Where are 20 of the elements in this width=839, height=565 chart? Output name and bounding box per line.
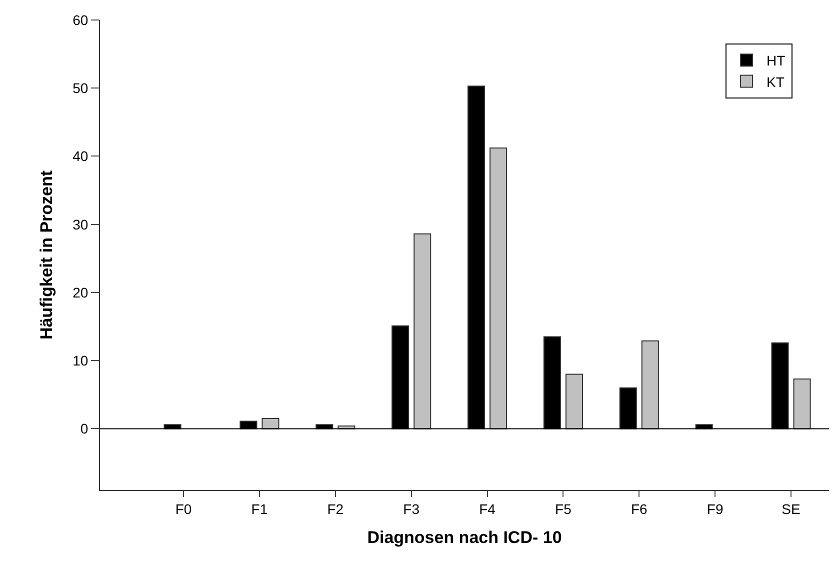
x-tick-label: F2 [327,500,344,517]
y-axis-title: Häufigkeit in Prozent [37,170,56,340]
x-tick-label: F0 [175,500,192,517]
y-tick-label: 20 [72,284,88,300]
x-axis-title: Diagnosen nach ICD- 10 [367,528,562,548]
x-tick-label: F5 [555,500,572,517]
x-tick-label: F6 [630,500,648,517]
y-tick-label: 50 [72,80,88,96]
x-tick-label: SE [782,500,800,517]
legend-label: KT [766,74,785,90]
y-tick-label: 30 [72,216,88,232]
y-tick-label: 10 [72,352,88,368]
x-tick-label: F3 [403,500,420,517]
x-tick-label: F9 [706,500,724,517]
y-tick-label: 40 [72,148,88,164]
x-tick-label: F1 [251,500,268,517]
y-tick-label: 60 [72,12,88,28]
legend-label: HT [766,52,786,69]
x-tick-label: F4 [479,500,496,517]
y-tick-label: 0 [80,420,88,437]
